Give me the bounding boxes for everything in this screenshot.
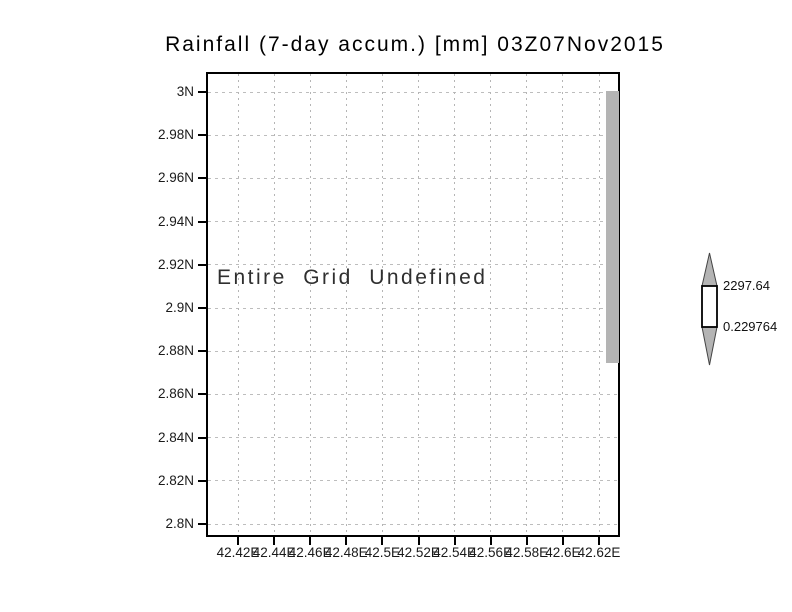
x-axis-tick bbox=[417, 537, 420, 545]
grid-line-vertical bbox=[562, 74, 564, 535]
x-axis-tick bbox=[489, 537, 492, 545]
y-axis-tick bbox=[198, 263, 206, 266]
x-axis-tick bbox=[561, 537, 564, 545]
grid-line-horizontal bbox=[208, 307, 618, 309]
grid-line-horizontal bbox=[208, 350, 618, 352]
grid-line-vertical bbox=[418, 74, 419, 535]
grid-line-vertical bbox=[345, 74, 347, 535]
colorbar-max-label: 2297.64 bbox=[723, 278, 770, 293]
y-axis-tick bbox=[198, 479, 206, 482]
grid-line-horizontal bbox=[208, 91, 618, 93]
colorbar-top-arrow bbox=[701, 252, 718, 287]
x-axis-tick bbox=[273, 537, 276, 545]
y-axis-tick bbox=[198, 436, 206, 439]
y-tick-label: 2.98N bbox=[157, 127, 194, 143]
x-axis-tick bbox=[309, 537, 312, 545]
grid-line-vertical bbox=[490, 74, 492, 535]
x-axis-tick bbox=[381, 537, 384, 545]
x-tick-label: 42.52E bbox=[397, 545, 440, 560]
x-tick-label: 42.58E bbox=[505, 545, 549, 560]
y-tick-label: 2.8N bbox=[165, 516, 194, 531]
y-axis-tick bbox=[198, 220, 206, 223]
y-tick-label: 2.94N bbox=[157, 213, 194, 229]
y-tick-label: 2.96N bbox=[157, 170, 194, 186]
x-axis-tick bbox=[237, 537, 239, 545]
y-tick-label: 2.92N bbox=[157, 256, 194, 272]
y-axis-tick bbox=[198, 307, 206, 309]
x-tick-label: 42.5E bbox=[364, 545, 401, 560]
colorbar-box bbox=[701, 285, 718, 328]
colorbar-arrow-icon bbox=[701, 252, 718, 366]
grid-line-horizontal bbox=[208, 437, 618, 439]
grid-line-vertical bbox=[237, 74, 239, 535]
x-tick-label: 42.56E bbox=[469, 545, 513, 560]
x-tick-label: 42.62E bbox=[577, 545, 621, 560]
x-tick-label: 42.44E bbox=[252, 545, 296, 560]
grid-line-horizontal bbox=[208, 264, 618, 266]
grid-line-horizontal bbox=[208, 480, 618, 482]
x-tick-label: 42.48E bbox=[324, 545, 368, 560]
plot-frame bbox=[206, 72, 620, 537]
grid-line-vertical bbox=[381, 74, 383, 535]
grid-line-horizontal bbox=[208, 523, 618, 525]
grid-undefined-annotation: Entire Grid Undefined bbox=[217, 266, 488, 289]
grid-line-horizontal bbox=[208, 221, 618, 223]
x-tick-label: 42.6E bbox=[545, 545, 581, 560]
grid-line-vertical bbox=[598, 74, 600, 535]
grid-line-vertical bbox=[273, 74, 275, 535]
x-tick-label: 42.42E bbox=[216, 545, 260, 560]
x-axis-tick bbox=[453, 537, 456, 545]
colorbar-bottom-arrow bbox=[701, 326, 718, 366]
x-tick-label: 42.46E bbox=[288, 545, 332, 560]
chart-title: Rainfall (7-day accum.) [mm] 03Z07Nov201… bbox=[165, 33, 665, 56]
y-tick-label: 2.86N bbox=[157, 386, 194, 402]
y-axis-tick bbox=[198, 91, 206, 93]
y-axis-tick bbox=[198, 177, 206, 180]
colorbar-legend: 2297.64 0.229764 bbox=[695, 251, 790, 367]
x-tick-label: 42.54E bbox=[433, 545, 476, 560]
x-axis-tick bbox=[525, 537, 528, 545]
x-axis-tick bbox=[598, 537, 600, 545]
y-axis-tick bbox=[198, 523, 206, 525]
grid-line-horizontal bbox=[208, 177, 618, 179]
y-tick-label: 2.84N bbox=[157, 429, 194, 445]
y-axis-tick bbox=[198, 393, 206, 396]
y-axis-tick bbox=[198, 134, 206, 137]
y-tick-label: 3N bbox=[176, 84, 194, 99]
y-tick-label: 2.88N bbox=[157, 343, 194, 359]
x-axis-tick bbox=[345, 537, 348, 545]
grid-line-vertical bbox=[309, 74, 311, 535]
grid-line-horizontal bbox=[208, 134, 618, 136]
grid-line-horizontal bbox=[208, 393, 618, 395]
colorbar-min-label: 0.229764 bbox=[723, 319, 778, 334]
y-axis-tick bbox=[198, 350, 206, 353]
grid-line-vertical bbox=[454, 74, 456, 535]
grid-line-vertical bbox=[526, 74, 528, 535]
undefined-data-strip bbox=[606, 91, 619, 363]
y-tick-label: 2.82N bbox=[157, 472, 194, 488]
y-tick-label: 2.9N bbox=[165, 300, 194, 315]
